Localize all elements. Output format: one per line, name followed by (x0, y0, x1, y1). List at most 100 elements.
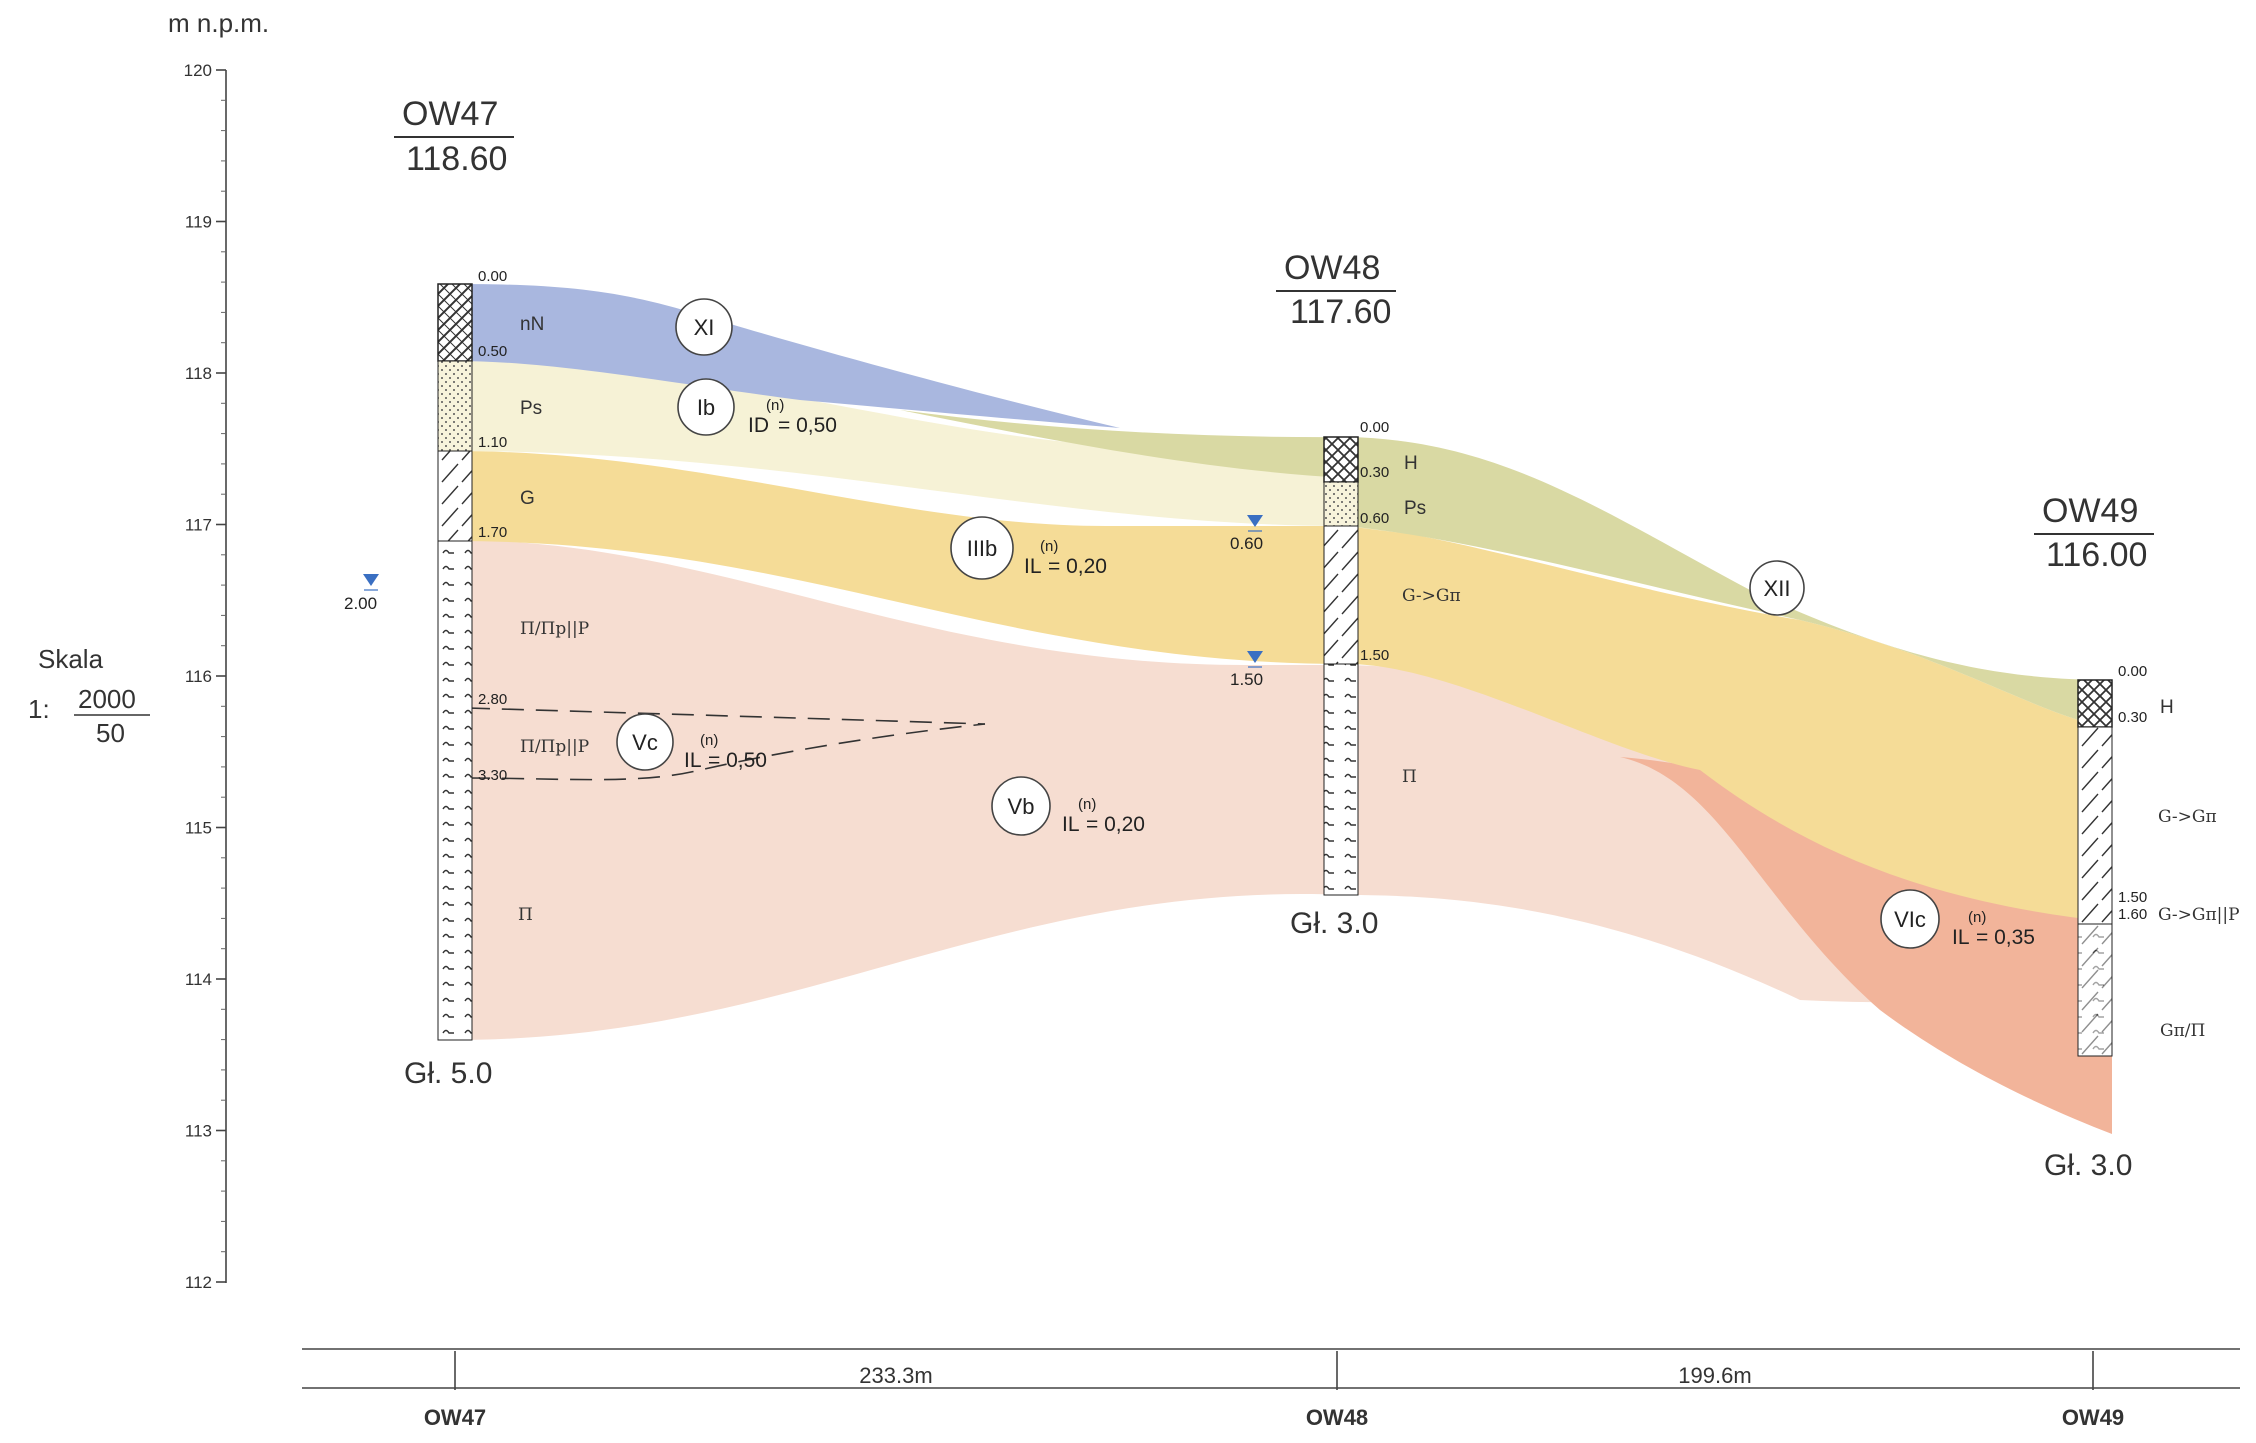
soil-label: G->Gπ||P (2158, 905, 2240, 925)
depth-label: 0.00 (2118, 663, 2147, 680)
layer-param-name: IL (684, 749, 702, 772)
axis-tick-label: 115 (185, 819, 212, 838)
depth-label: 1.10 (478, 434, 507, 451)
layer-clay-yellow (455, 451, 2112, 922)
soil-label: Π (1402, 767, 1417, 787)
borehole-name: OW49 (2042, 492, 2138, 530)
layer-id: XII (1764, 576, 1791, 601)
soil-label: Π/Πp||P (520, 619, 589, 639)
final-depth-ow49: Gł. 3.0 (2044, 1149, 2132, 1182)
soil-label: Π (518, 905, 533, 925)
layer-marker-ib: Ib (n) ID = 0,50 (677, 378, 837, 437)
depth-labels-ow47: 0.00 0.50 1.10 1.70 2.80 3.30 (478, 268, 507, 784)
soil-label: H (2160, 697, 2174, 718)
depth-labels-ow49: 0.00 0.30 1.50 1.60 (2118, 663, 2147, 923)
bottom-borehole-label: OW48 (1306, 1405, 1368, 1430)
layer-marker-xii: XII (1749, 560, 1805, 616)
borehole-header-ow48: OW48 117.60 (1276, 249, 1396, 331)
scale-label: Skala (38, 644, 104, 674)
distance-label: 233.3m (859, 1363, 932, 1388)
axis-unit-label: m n.p.m. (168, 8, 269, 38)
layer-id: Vb (1008, 794, 1035, 819)
layer-dust-pink (455, 540, 2112, 1040)
axis-tick-label: 112 (185, 1273, 212, 1292)
distance-bar: 233.3m 199.6m OW47 OW48 OW49 (302, 1348, 2240, 1430)
layer-id: VIc (1894, 907, 1926, 932)
layer-param-name: ID (748, 414, 769, 437)
distance-label: 199.6m (1678, 1363, 1751, 1388)
borehole-header-ow47: OW47 118.60 (394, 95, 514, 178)
layer-param-sup: (n) (700, 732, 718, 749)
layer-param-value: = 0,20 (1048, 555, 1107, 578)
borehole-column-ow47 (437, 283, 473, 1041)
borehole-header-ow49: OW49 116.00 (2034, 492, 2154, 574)
layer-marker-vc: Vc (n) IL = 0,50 (616, 713, 767, 772)
depth-label: 0.30 (2118, 709, 2147, 726)
water-level-icon (363, 574, 379, 586)
soil-layers (455, 284, 2112, 1134)
depth-label: 0.00 (478, 268, 507, 285)
layer-param-sup: (n) (1040, 538, 1058, 555)
water-level-ow48-1: 0.60 (1230, 515, 1263, 553)
soil-label: G->Gπ (2158, 807, 2217, 827)
depth-label: 2.80 (478, 691, 507, 708)
bottom-borehole-label: OW47 (424, 1405, 486, 1430)
layer-silty-orange (1620, 757, 2112, 1134)
layer-id: XI (694, 315, 715, 340)
final-depth-ow47: Gł. 5.0 (404, 1057, 492, 1090)
depth-label: 1.70 (478, 524, 507, 541)
soil-label: G->Gπ (1402, 586, 1461, 606)
borehole-name: OW47 (402, 95, 498, 133)
depth-labels-ow48: 0.00 0.30 0.60 1.50 (1360, 419, 1389, 664)
borehole-column-ow49 (2077, 679, 2113, 1057)
final-depth-ow48: Gł. 3.0 (1290, 907, 1378, 940)
soil-labels-ow48: H Ps G->Gπ Π (1402, 453, 1461, 787)
lens-boundary-vc (467, 707, 986, 781)
soil-labels-ow47: nN Ps G Π/Πp||P Π/Πp||P Π (518, 314, 589, 925)
soil-label: Ps (520, 398, 542, 419)
layer-organic-olive (900, 410, 2112, 727)
axis-tick-label: 113 (185, 1122, 212, 1141)
layer-param-value: = 0,35 (1976, 926, 2035, 949)
layer-id: IIIb (967, 536, 998, 561)
layer-param-name: IL (1024, 555, 1042, 578)
depth-label: 0.60 (1360, 510, 1389, 527)
layer-param-value: = 0,20 (1086, 813, 1145, 836)
axis-tick-label: 118 (185, 364, 212, 383)
layer-marker-xi: XI (675, 298, 733, 356)
water-level-ow48-2: 1.50 (1230, 651, 1263, 689)
layer-peat-blue (455, 284, 1120, 428)
layer-param-value: = 0,50 (708, 749, 767, 772)
layer-param-sup: (n) (766, 397, 784, 414)
water-level-icon (1247, 515, 1263, 527)
borehole-elevation: 117.60 (1290, 293, 1391, 331)
borehole-elevation: 118.60 (406, 140, 507, 178)
soil-label: nN (520, 314, 544, 335)
borehole-elevation: 116.00 (2046, 536, 2147, 574)
layer-marker-iiib: IIIb (n) IL = 0,20 (950, 516, 1107, 580)
layer-param-sup: (n) (1968, 909, 1986, 926)
depth-label: 1.50 (1360, 647, 1389, 664)
scale-vertical: 50 (96, 718, 125, 748)
layer-id: Vc (632, 730, 658, 755)
soil-labels-ow49: H G->Gπ G->Gπ||P Gπ/Π (2158, 697, 2240, 1041)
depth-label: 0.30 (1360, 464, 1389, 481)
bottom-borehole-label: OW49 (2062, 1405, 2124, 1430)
soil-label: H (1404, 453, 1418, 474)
axis-tick-label: 119 (185, 213, 212, 232)
water-level-ow47: 2.00 (344, 574, 379, 613)
layer-param-name: IL (1062, 813, 1080, 836)
water-level-label: 2.00 (344, 594, 377, 613)
layer-marker-vic: VIc (n) IL = 0,35 (1880, 889, 2035, 949)
elevation-axis: m n.p.m. 120 119 118 117 116 115 114 113 112 (168, 8, 269, 1292)
axis-tick-label: 114 (185, 970, 212, 989)
water-level-label: 0.60 (1230, 534, 1263, 553)
layer-marker-vb: Vb (n) IL = 0,20 (991, 776, 1145, 836)
soil-label: Gπ/Π (2160, 1021, 2205, 1041)
scale-horizontal: 2000 (78, 684, 136, 714)
scale-prefix: 1: (28, 694, 50, 724)
depth-label: 3.30 (478, 767, 507, 784)
soil-label: Ps (1404, 498, 1426, 519)
axis-tick-label: 117 (185, 516, 212, 535)
